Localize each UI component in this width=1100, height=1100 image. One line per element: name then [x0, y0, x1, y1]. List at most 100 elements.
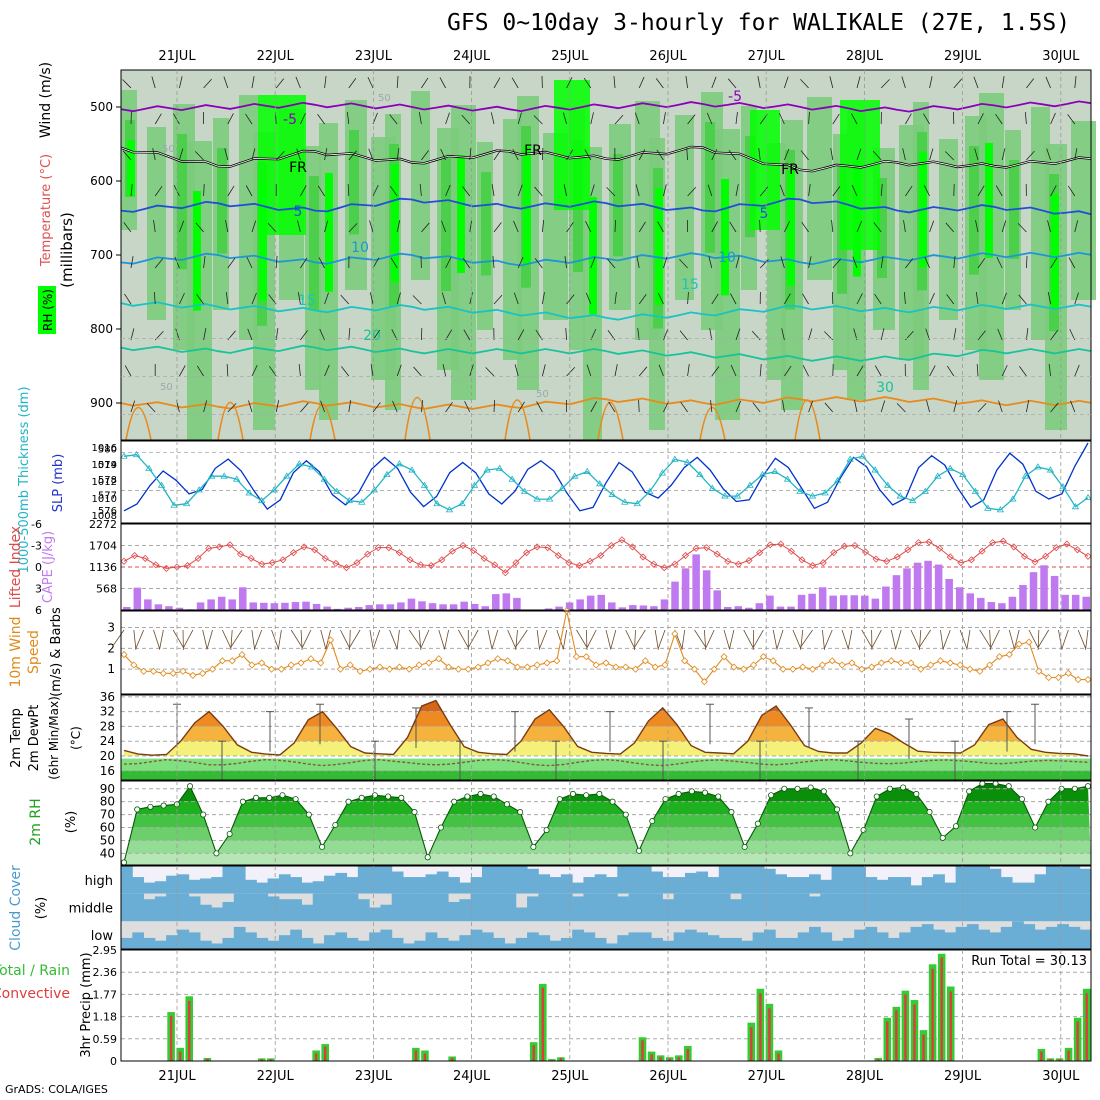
wind-barb [989, 629, 992, 650]
series-marker [495, 464, 504, 471]
contour-label: -5 [283, 112, 297, 128]
y-tick-label-cape: 2272 [89, 518, 117, 531]
cloud-bar-middle [267, 896, 280, 922]
wind-barb [152, 148, 156, 161]
wind-barb [372, 185, 379, 197]
wind-barb [202, 629, 208, 650]
wind-barb [319, 328, 325, 341]
wind-barb [492, 256, 495, 269]
cloud-bar-high [267, 878, 280, 894]
cape-bar [397, 602, 405, 610]
cloud-bar-middle [809, 896, 821, 922]
wind-barb [780, 256, 785, 269]
series-marker [558, 484, 566, 491]
rh-band-wet [259, 182, 267, 302]
series-marker [470, 481, 479, 488]
wind-barb [1019, 366, 1027, 377]
cloud-bar-low [312, 943, 325, 949]
rh-marker [820, 788, 827, 795]
cloud-bar-middle [425, 893, 438, 922]
series-marker [771, 467, 779, 474]
precip-convective-bar [324, 1046, 327, 1061]
wind-barb [635, 184, 640, 197]
cloud-bar-middle [290, 899, 302, 922]
cloud-bar-low [448, 940, 460, 949]
cloud-bar-middle [459, 899, 472, 922]
wind-barb [730, 364, 737, 377]
rh-marker [1005, 783, 1012, 790]
y-tick-label-slp: 1012 [92, 477, 117, 488]
cloud-bar-low [199, 940, 212, 949]
li-marker [1042, 552, 1050, 560]
wind-barb [461, 114, 471, 125]
precip-convective-bar [659, 1057, 662, 1061]
contour-label: FR [781, 162, 799, 178]
wind-barb [784, 293, 791, 305]
cape-bar [723, 606, 732, 610]
rh-marker [134, 806, 141, 813]
wind-barb [464, 401, 471, 413]
li-marker [544, 544, 552, 552]
cloud-bar-middle [594, 893, 607, 922]
wind-barb [542, 292, 545, 305]
wind-speed-marker [238, 651, 246, 659]
wind-barb [493, 77, 501, 89]
wind-barb [638, 149, 646, 161]
cloud-bar-high [414, 877, 427, 894]
rh-marker [688, 788, 695, 795]
cloud-bar-low [1079, 929, 1092, 949]
series-marker [420, 481, 429, 488]
rh-marker [728, 809, 735, 816]
wind-speed-marker [395, 663, 403, 671]
wind-speed-marker [317, 659, 325, 667]
wind-barb [469, 292, 473, 305]
series-marker [520, 487, 529, 494]
li-marker [904, 546, 912, 554]
wind-barb [608, 401, 616, 413]
wind-barb [396, 148, 400, 161]
contour-label: 50 [162, 144, 175, 155]
cloud-bar-low [809, 926, 821, 949]
y-tick-label-li: 6 [35, 604, 42, 617]
cape-bar [829, 595, 837, 610]
rh-band-wet [457, 155, 465, 273]
cloud-bar-low [267, 940, 280, 949]
cloud-bar-high [448, 877, 460, 894]
series-marker [696, 470, 704, 478]
cloud-bar-low [402, 943, 415, 949]
wind-speed-marker [454, 665, 463, 673]
series-marker [984, 504, 992, 511]
wind-barb [590, 256, 596, 269]
li-marker [342, 564, 351, 572]
li-marker [989, 539, 997, 547]
wind-barb [372, 629, 381, 650]
wind-barb [686, 148, 688, 161]
wind-barb [112, 629, 125, 647]
wind-barb [154, 185, 163, 197]
series-marker [508, 475, 516, 482]
wind-barb [536, 629, 540, 650]
wind-barb [1050, 185, 1057, 197]
wind-speed-marker [366, 665, 374, 673]
cloud-bar-high [1034, 874, 1047, 894]
precip-convective-bar [1076, 1021, 1079, 1061]
cloud-bar-high [312, 881, 325, 894]
wind-barb [711, 221, 718, 233]
wind-barb [413, 366, 422, 377]
wind-barb [585, 221, 592, 233]
cape-bar [734, 606, 743, 610]
wind-barb [727, 78, 737, 89]
wind-speed-marker [208, 665, 217, 673]
cloud-bar-high [1012, 882, 1024, 894]
wind-barb [841, 629, 849, 650]
wind-barb [297, 220, 301, 233]
date-label-top: 27JUL [748, 49, 786, 64]
cloud-bar-middle [989, 893, 1002, 922]
wind-barb [953, 400, 958, 413]
wind-speed-marker [267, 665, 276, 673]
cloud-bar-high [560, 874, 573, 894]
wind-speed-marker [572, 653, 581, 661]
wind-barb [151, 76, 156, 89]
wind-speed-marker [582, 653, 590, 661]
wind-barb [493, 294, 503, 305]
